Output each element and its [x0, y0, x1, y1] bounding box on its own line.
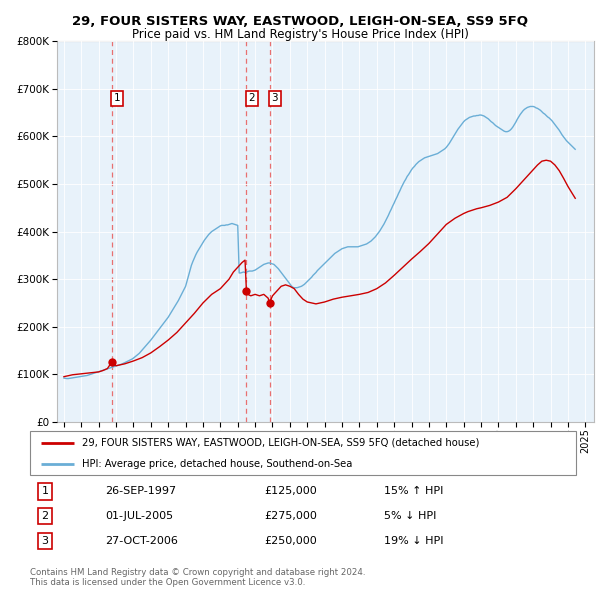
- Text: 2: 2: [41, 512, 49, 521]
- Text: £275,000: £275,000: [264, 512, 317, 521]
- Text: 15% ↑ HPI: 15% ↑ HPI: [384, 487, 443, 496]
- Text: 29, FOUR SISTERS WAY, EASTWOOD, LEIGH-ON-SEA, SS9 5FQ (detached house): 29, FOUR SISTERS WAY, EASTWOOD, LEIGH-ON…: [82, 438, 479, 448]
- Text: 26-SEP-1997: 26-SEP-1997: [105, 487, 176, 496]
- Text: 3: 3: [41, 536, 49, 546]
- Text: 29, FOUR SISTERS WAY, EASTWOOD, LEIGH-ON-SEA, SS9 5FQ: 29, FOUR SISTERS WAY, EASTWOOD, LEIGH-ON…: [72, 15, 528, 28]
- FancyBboxPatch shape: [30, 431, 576, 475]
- Text: 1: 1: [113, 93, 120, 103]
- Text: 3: 3: [271, 93, 278, 103]
- Text: 01-JUL-2005: 01-JUL-2005: [105, 512, 173, 521]
- Text: 19% ↓ HPI: 19% ↓ HPI: [384, 536, 443, 546]
- Text: 5% ↓ HPI: 5% ↓ HPI: [384, 512, 436, 521]
- Text: Contains HM Land Registry data © Crown copyright and database right 2024.: Contains HM Land Registry data © Crown c…: [30, 568, 365, 576]
- Text: HPI: Average price, detached house, Southend-on-Sea: HPI: Average price, detached house, Sout…: [82, 459, 352, 469]
- Text: 2: 2: [248, 93, 255, 103]
- Text: £250,000: £250,000: [264, 536, 317, 546]
- Text: 27-OCT-2006: 27-OCT-2006: [105, 536, 178, 546]
- Text: This data is licensed under the Open Government Licence v3.0.: This data is licensed under the Open Gov…: [30, 578, 305, 587]
- Text: £125,000: £125,000: [264, 487, 317, 496]
- Text: Price paid vs. HM Land Registry's House Price Index (HPI): Price paid vs. HM Land Registry's House …: [131, 28, 469, 41]
- Text: 1: 1: [41, 487, 49, 496]
